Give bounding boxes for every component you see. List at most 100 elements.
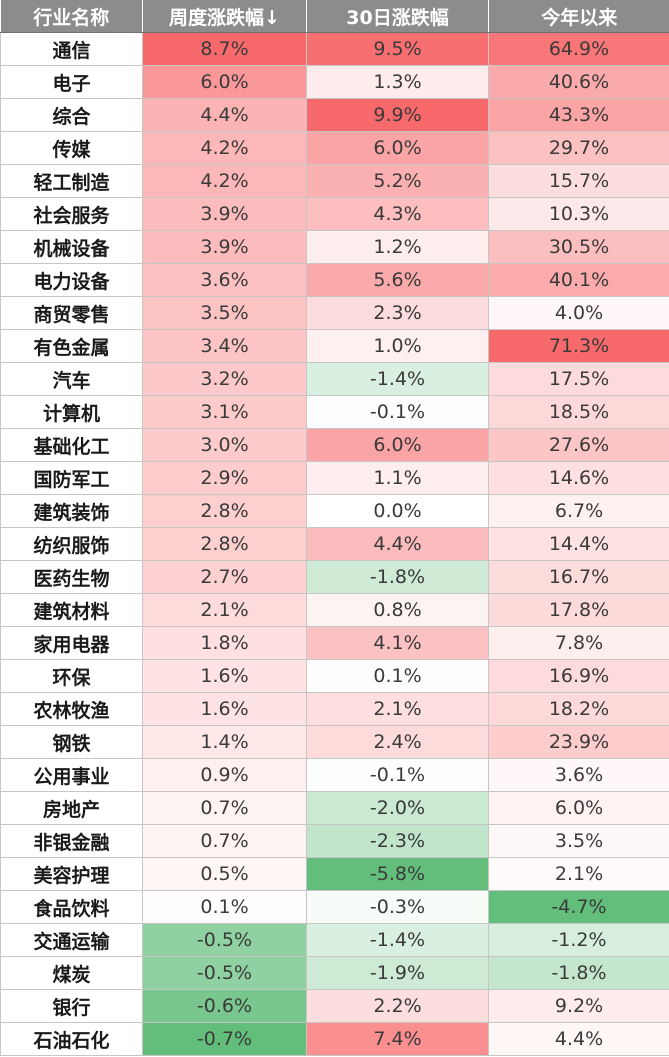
industry-name-cell: 非银金融 xyxy=(0,824,143,858)
industry-name-cell: 食品饮料 xyxy=(0,890,143,924)
ytd-value-cell: 6.7% xyxy=(488,494,669,528)
industry-name-cell: 商贸零售 xyxy=(0,296,143,330)
table-row: 钢铁 1.4% 2.4% 23.9% xyxy=(0,725,669,759)
d30-value-cell: -5.8% xyxy=(306,857,489,891)
week-value-cell: 3.5% xyxy=(142,296,307,330)
d30-value-cell: 6.0% xyxy=(306,428,489,462)
ytd-value-cell: -1.8% xyxy=(488,956,669,990)
week-value-cell: 1.4% xyxy=(142,725,307,759)
ytd-value-cell: 10.3% xyxy=(488,197,669,231)
d30-value-cell: 5.2% xyxy=(306,164,489,198)
week-value-cell: 3.9% xyxy=(142,197,307,231)
d30-value-cell: 4.3% xyxy=(306,197,489,231)
table-row: 基础化工 3.0% 6.0% 27.6% xyxy=(0,428,669,462)
ytd-value-cell: 4.0% xyxy=(488,296,669,330)
column-header-ytd-change[interactable]: 今年以来 xyxy=(488,0,669,33)
industry-name-cell: 综合 xyxy=(0,98,143,132)
industry-name-cell: 银行 xyxy=(0,989,143,1023)
industry-name-cell: 石油石化 xyxy=(0,1022,143,1056)
week-value-cell: 6.0% xyxy=(142,65,307,99)
header-row: 行业名称 周度涨跌幅↓ 30日涨跌幅 今年以来 xyxy=(0,0,669,33)
industry-name-cell: 建筑材料 xyxy=(0,593,143,627)
ytd-value-cell: 40.6% xyxy=(488,65,669,99)
week-value-cell: -0.7% xyxy=(142,1022,307,1056)
week-value-cell: 2.8% xyxy=(142,494,307,528)
ytd-value-cell: 3.5% xyxy=(488,824,669,858)
week-value-cell: -0.5% xyxy=(142,923,307,957)
ytd-value-cell: 17.5% xyxy=(488,362,669,396)
ytd-value-cell: 16.7% xyxy=(488,560,669,594)
ytd-value-cell: 43.3% xyxy=(488,98,669,132)
week-value-cell: 1.6% xyxy=(142,692,307,726)
d30-value-cell: 6.0% xyxy=(306,131,489,165)
ytd-value-cell: 14.6% xyxy=(488,461,669,495)
ytd-value-cell: 18.2% xyxy=(488,692,669,726)
d30-value-cell: 2.4% xyxy=(306,725,489,759)
column-header-30d-change[interactable]: 30日涨跌幅 xyxy=(306,0,489,33)
ytd-value-cell: 17.8% xyxy=(488,593,669,627)
ytd-value-cell: 15.7% xyxy=(488,164,669,198)
industry-name-cell: 轻工制造 xyxy=(0,164,143,198)
d30-value-cell: 0.8% xyxy=(306,593,489,627)
ytd-value-cell: 71.3% xyxy=(488,329,669,363)
industry-name-cell: 房地产 xyxy=(0,791,143,825)
week-value-cell: 0.7% xyxy=(142,824,307,858)
d30-value-cell: 4.1% xyxy=(306,626,489,660)
ytd-value-cell: 29.7% xyxy=(488,131,669,165)
ytd-value-cell: 16.9% xyxy=(488,659,669,693)
column-header-industry[interactable]: 行业名称 xyxy=(0,0,143,33)
table-row: 轻工制造 4.2% 5.2% 15.7% xyxy=(0,164,669,198)
week-value-cell: 3.0% xyxy=(142,428,307,462)
week-value-cell: 0.1% xyxy=(142,890,307,924)
ytd-value-cell: 64.9% xyxy=(488,32,669,66)
d30-value-cell: 9.5% xyxy=(306,32,489,66)
d30-value-cell: 4.4% xyxy=(306,527,489,561)
d30-value-cell: 1.1% xyxy=(306,461,489,495)
ytd-value-cell: -1.2% xyxy=(488,923,669,957)
d30-value-cell: 0.1% xyxy=(306,659,489,693)
table-row: 建筑材料 2.1% 0.8% 17.8% xyxy=(0,593,669,627)
industry-name-cell: 有色金属 xyxy=(0,329,143,363)
d30-value-cell: 2.3% xyxy=(306,296,489,330)
week-value-cell: 3.1% xyxy=(142,395,307,429)
week-value-cell: 0.5% xyxy=(142,857,307,891)
week-value-cell: -0.5% xyxy=(142,956,307,990)
table-row: 综合 4.4% 9.9% 43.3% xyxy=(0,98,669,132)
d30-value-cell: -2.0% xyxy=(306,791,489,825)
week-value-cell: 3.2% xyxy=(142,362,307,396)
table-row: 计算机 3.1% -0.1% 18.5% xyxy=(0,395,669,429)
industry-name-cell: 社会服务 xyxy=(0,197,143,231)
ytd-value-cell: 2.1% xyxy=(488,857,669,891)
table-row: 纺织服饰 2.8% 4.4% 14.4% xyxy=(0,527,669,561)
week-value-cell: 0.9% xyxy=(142,758,307,792)
d30-value-cell: 2.2% xyxy=(306,989,489,1023)
industry-name-cell: 美容护理 xyxy=(0,857,143,891)
week-value-cell: 4.2% xyxy=(142,131,307,165)
table-row: 商贸零售 3.5% 2.3% 4.0% xyxy=(0,296,669,330)
week-value-cell: 3.9% xyxy=(142,230,307,264)
week-value-cell: 2.1% xyxy=(142,593,307,627)
column-header-week-change[interactable]: 周度涨跌幅↓ xyxy=(142,0,307,33)
table-row: 医药生物 2.7% -1.8% 16.7% xyxy=(0,560,669,594)
ytd-value-cell: 30.5% xyxy=(488,230,669,264)
d30-value-cell: 7.4% xyxy=(306,1022,489,1056)
d30-value-cell: -1.4% xyxy=(306,923,489,957)
industry-name-cell: 交通运输 xyxy=(0,923,143,957)
table-row: 有色金属 3.4% 1.0% 71.3% xyxy=(0,329,669,363)
table-row: 银行 -0.6% 2.2% 9.2% xyxy=(0,989,669,1023)
industry-name-cell: 公用事业 xyxy=(0,758,143,792)
table-row: 国防军工 2.9% 1.1% 14.6% xyxy=(0,461,669,495)
table-row: 房地产 0.7% -2.0% 6.0% xyxy=(0,791,669,825)
d30-value-cell: 9.9% xyxy=(306,98,489,132)
table-row: 通信 8.7% 9.5% 64.9% xyxy=(0,32,669,66)
industry-name-cell: 医药生物 xyxy=(0,560,143,594)
table-row: 食品饮料 0.1% -0.3% -4.7% xyxy=(0,890,669,924)
table-row: 家用电器 1.8% 4.1% 7.8% xyxy=(0,626,669,660)
industry-name-cell: 钢铁 xyxy=(0,725,143,759)
ytd-value-cell: 14.4% xyxy=(488,527,669,561)
ytd-value-cell: 18.5% xyxy=(488,395,669,429)
d30-value-cell: -1.9% xyxy=(306,956,489,990)
table-row: 交通运输 -0.5% -1.4% -1.2% xyxy=(0,923,669,957)
table-row: 非银金融 0.7% -2.3% 3.5% xyxy=(0,824,669,858)
